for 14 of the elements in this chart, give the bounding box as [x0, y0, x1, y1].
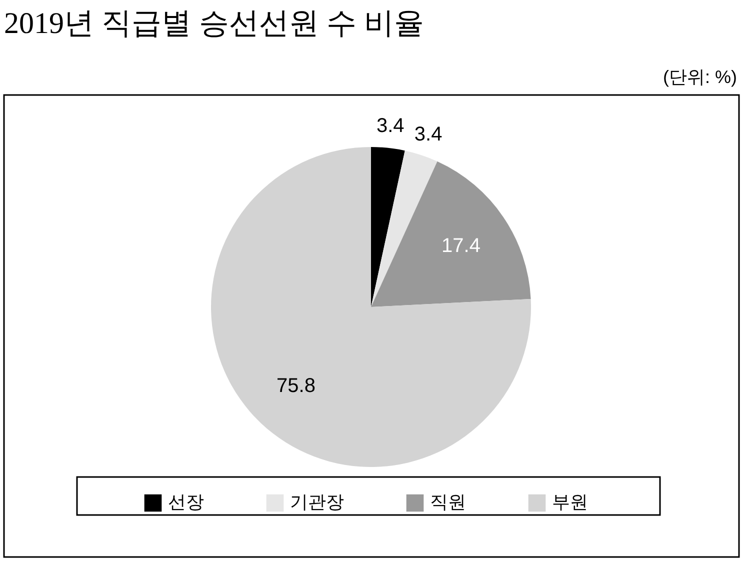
legend-label: 선장: [168, 492, 204, 512]
legend-label: 부원: [552, 492, 588, 512]
pie-slice: [371, 150, 438, 307]
pie-slice: [211, 147, 531, 467]
chart-title: 2019년 직급별 승선선원 수 비율: [4, 7, 424, 40]
data-label: 3.4: [376, 115, 404, 138]
pie-slice: [371, 161, 531, 307]
pie-slice: [371, 147, 405, 307]
data-label: 75.8: [276, 374, 316, 397]
data-label: 3.4: [414, 123, 442, 146]
data-label: 17.4: [442, 234, 480, 257]
legend-label: 기관장: [290, 492, 344, 512]
text: (단위: %): [663, 67, 737, 87]
legend-label: 직원: [430, 492, 466, 512]
